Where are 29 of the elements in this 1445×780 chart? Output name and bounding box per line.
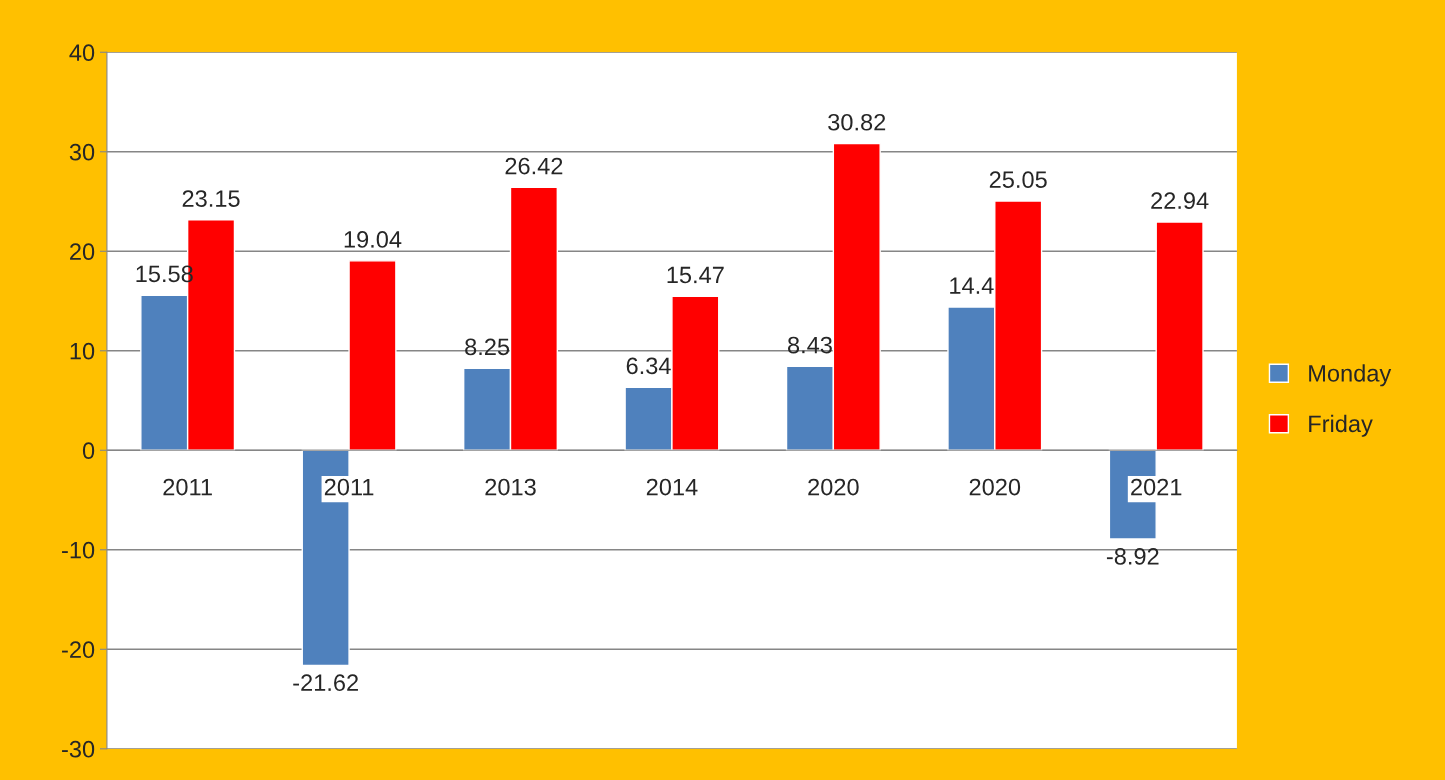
y-tick-label: 30 <box>69 143 95 161</box>
data-label: 23.15 <box>182 190 240 207</box>
x-tick-label: 2011 <box>324 478 374 496</box>
x-tick-label: 2020 <box>969 478 1021 496</box>
data-label: 15.47 <box>667 266 724 284</box>
x-tick-label: 2020 <box>808 478 859 496</box>
y-tick-label: 40 <box>69 44 95 62</box>
data-label: 14.4 <box>950 277 994 294</box>
y-tick-label: -10 <box>62 541 95 559</box>
data-label: 8.43 <box>788 336 832 354</box>
data-label: 30.82 <box>828 113 886 131</box>
legend-label: Monday <box>1309 364 1392 387</box>
data-label: 26.42 <box>505 157 563 175</box>
y-tick-label: 20 <box>70 243 95 261</box>
data-label: -8.92 <box>1106 548 1159 565</box>
y-tick-label: -20 <box>62 641 95 659</box>
x-tick-label: 2021 <box>1131 478 1182 496</box>
data-label: 19.04 <box>344 231 402 248</box>
data-label: 25.05 <box>989 171 1047 189</box>
data-label: -21.62 <box>293 674 358 692</box>
y-tick-label: 0 <box>82 442 95 460</box>
x-tick-label: 2014 <box>646 478 698 496</box>
x-tick-label: 2013 <box>485 478 536 496</box>
data-label: 6.34 <box>626 357 671 375</box>
y-tick-label: 10 <box>70 342 95 360</box>
legend-label: Friday <box>1309 414 1373 437</box>
y-tick-label: -30 <box>62 740 95 758</box>
data-label: 22.94 <box>1151 192 1209 210</box>
x-tick-label: 2011 <box>163 478 212 496</box>
